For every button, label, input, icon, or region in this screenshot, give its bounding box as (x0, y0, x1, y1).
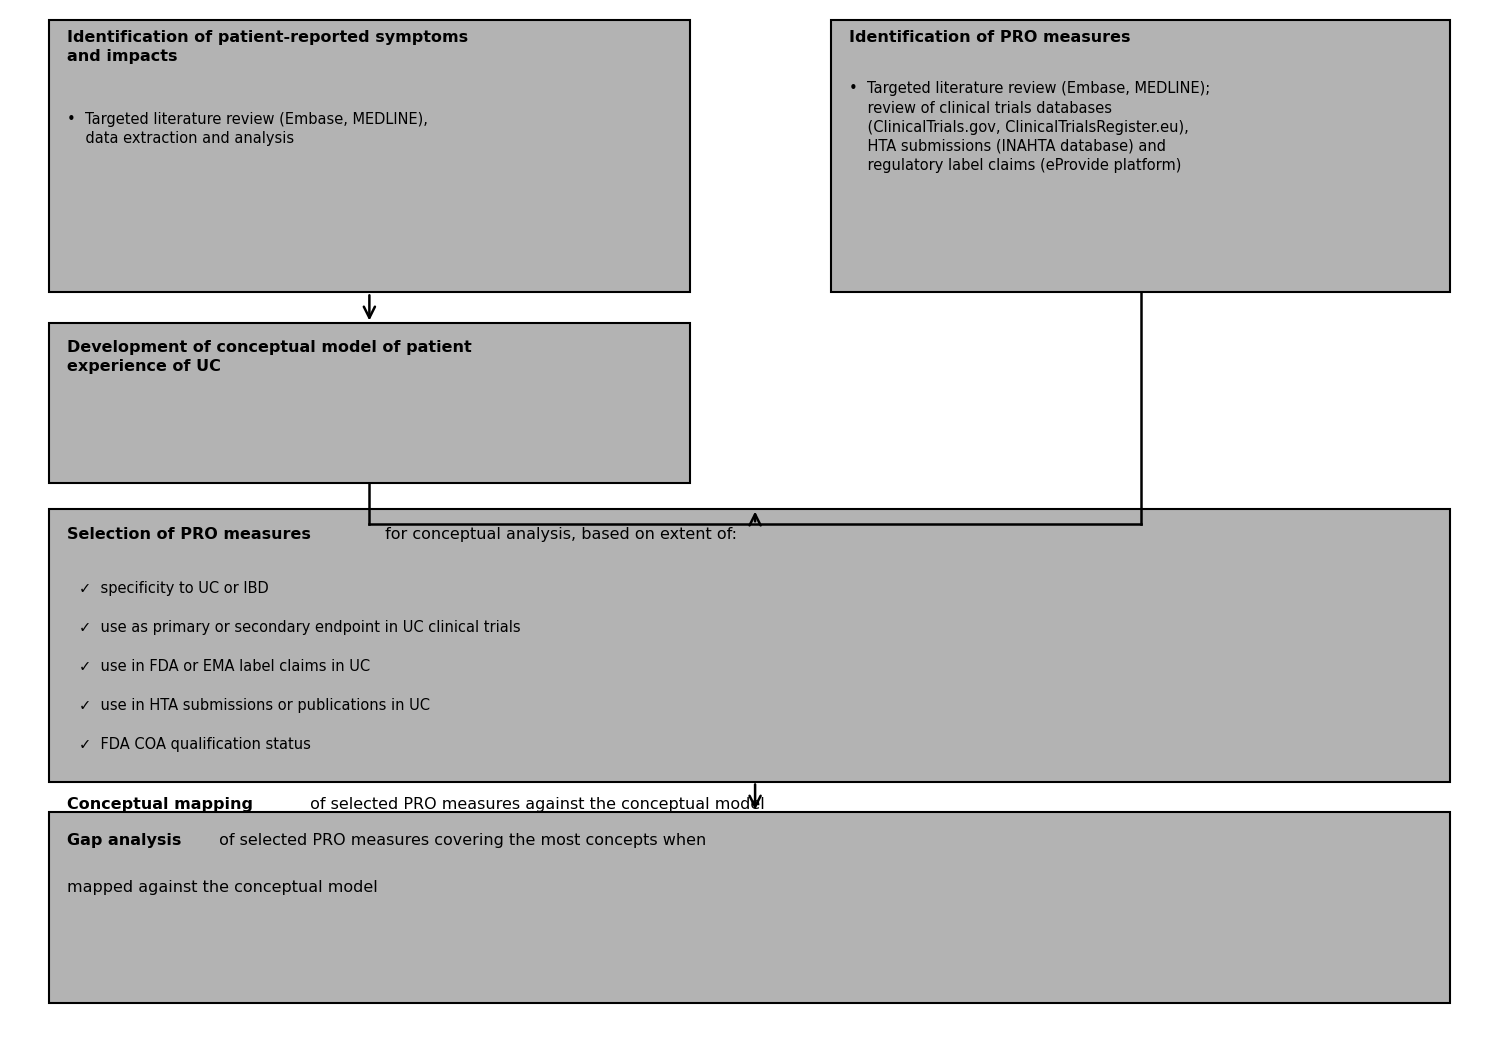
Text: of selected PRO measures covering the most concepts when: of selected PRO measures covering the mo… (213, 834, 706, 848)
Text: ✓  use in FDA or EMA label claims in UC: ✓ use in FDA or EMA label claims in UC (79, 659, 370, 674)
Text: ✓  FDA COA qualification status: ✓ FDA COA qualification status (79, 737, 310, 753)
FancyBboxPatch shape (49, 509, 1450, 782)
Text: •  Targeted literature review (Embase, MEDLINE);
    review of clinical trials d: • Targeted literature review (Embase, ME… (850, 81, 1211, 173)
Text: of selected PRO measures against the conceptual model: of selected PRO measures against the con… (306, 797, 764, 812)
Text: Identification of patient-reported symptoms
and impacts: Identification of patient-reported sympt… (67, 30, 468, 64)
Text: mapped against the conceptual model: mapped against the conceptual model (67, 880, 378, 896)
FancyBboxPatch shape (832, 20, 1450, 293)
FancyBboxPatch shape (49, 813, 1450, 1003)
Text: Identification of PRO measures: Identification of PRO measures (850, 30, 1130, 45)
Text: Conceptual mapping: Conceptual mapping (67, 797, 253, 812)
Text: Development of conceptual model of patient
experience of UC: Development of conceptual model of patie… (67, 339, 472, 374)
Text: ✓  use in HTA submissions or publications in UC: ✓ use in HTA submissions or publications… (79, 699, 430, 713)
Text: for conceptual analysis, based on extent of:: for conceptual analysis, based on extent… (379, 527, 736, 542)
Text: ✓  use as primary or secondary endpoint in UC clinical trials: ✓ use as primary or secondary endpoint i… (79, 620, 520, 635)
Text: Gap analysis: Gap analysis (67, 834, 181, 848)
Text: Selection of PRO measures: Selection of PRO measures (67, 527, 310, 542)
FancyBboxPatch shape (49, 324, 690, 483)
Text: •  Targeted literature review (Embase, MEDLINE),
    data extraction and analysi: • Targeted literature review (Embase, ME… (67, 112, 427, 146)
Text: ✓  specificity to UC or IBD: ✓ specificity to UC or IBD (79, 581, 268, 596)
FancyBboxPatch shape (49, 20, 690, 293)
